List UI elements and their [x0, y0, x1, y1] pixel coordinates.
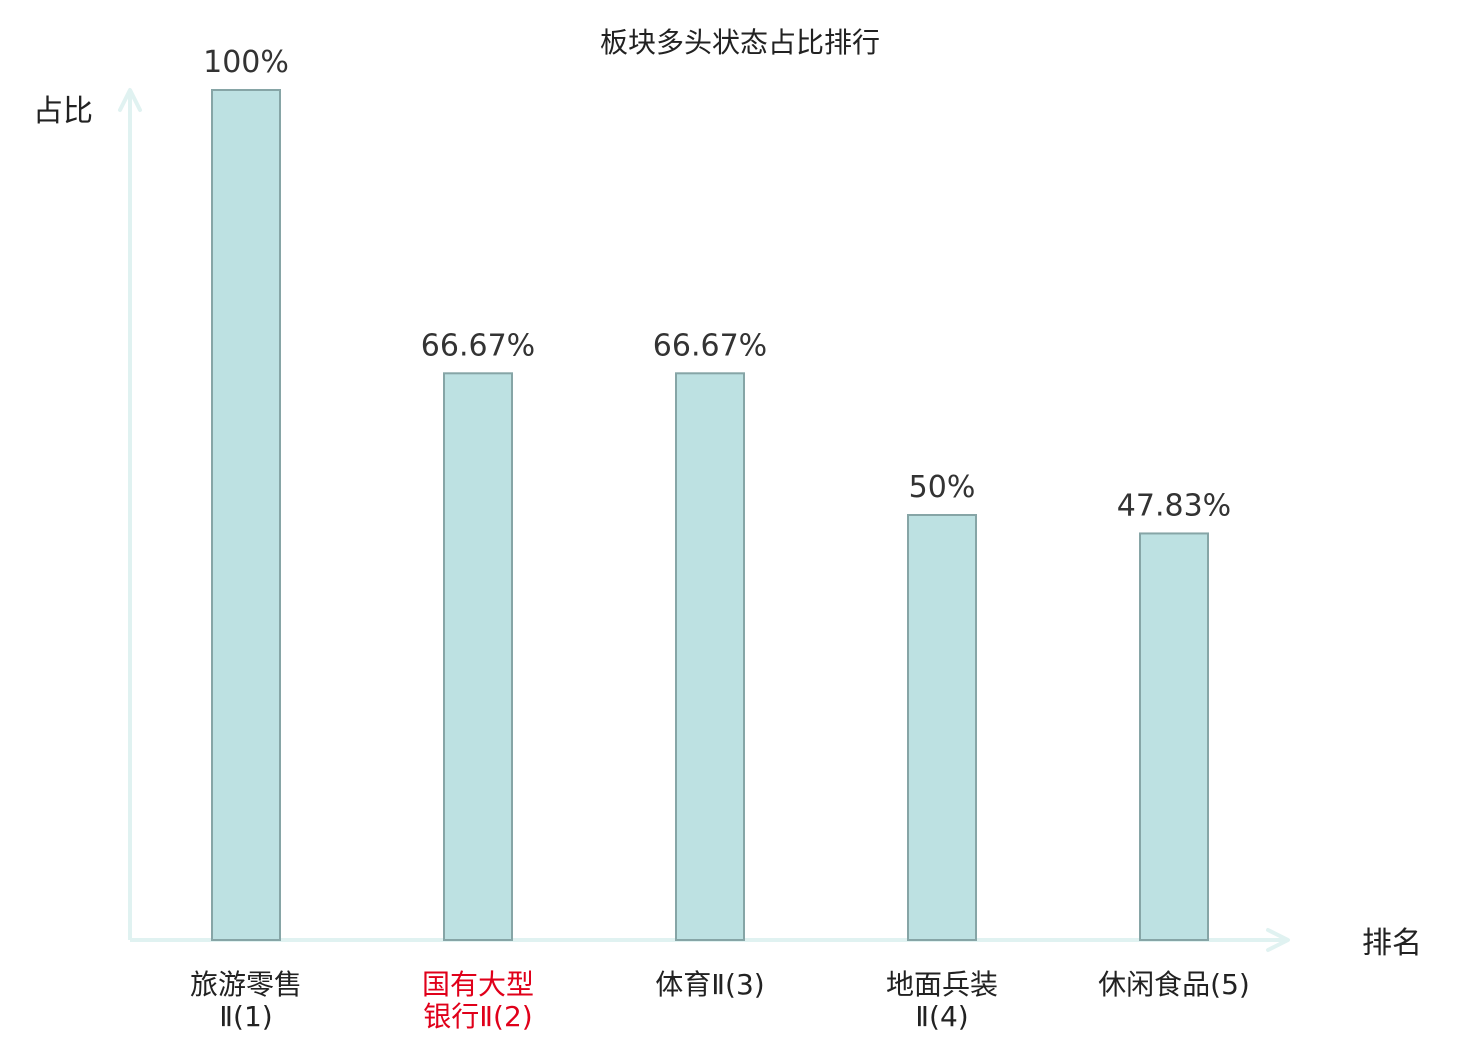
category-label-1: 旅游零售 Ⅱ(1) — [190, 968, 302, 1033]
value-label-1: 100% — [203, 45, 289, 80]
category-label-5-line-1: 休闲食品(5) — [1098, 968, 1250, 1001]
bars-group — [211, 89, 1209, 941]
bar-5 — [1139, 532, 1209, 941]
category-label-4-line-2: Ⅱ(4) — [915, 1000, 968, 1033]
bar-2 — [443, 372, 513, 941]
x-axis-label: 排名 — [1362, 926, 1422, 961]
category-label-4-line-1: 地面兵装 — [886, 968, 998, 1001]
category-label-2-line-1: 国有大型 — [422, 968, 534, 1001]
y-axis — [118, 88, 142, 940]
y-axis-label: 占比 — [33, 94, 93, 129]
category-label-2: 国有大型银行Ⅱ(2) — [422, 968, 534, 1033]
category-labels-group: 旅游零售 Ⅱ(1) 国有大型银行Ⅱ(2) 体育Ⅱ(3) 地面兵装 Ⅱ(4) 休闲食品(5) — [190, 968, 1250, 1033]
bar-4 — [907, 514, 977, 941]
category-label-1-line-2: Ⅱ(1) — [219, 1000, 272, 1033]
category-label-2-line-2: 银行Ⅱ(2) — [423, 1000, 532, 1033]
category-label-4: 地面兵装 Ⅱ(4) — [886, 968, 998, 1033]
category-label-5: 休闲食品(5) — [1098, 968, 1250, 1001]
category-label-3: 体育Ⅱ(3) — [655, 968, 764, 1001]
y-axis-arrowhead — [118, 88, 142, 112]
value-label-4: 50% — [909, 470, 976, 505]
bar-3 — [675, 372, 745, 941]
category-label-1-line-1: 旅游零售 — [190, 968, 302, 1001]
chart-title: 板块多头状态占比排行 — [600, 26, 880, 59]
value-label-5: 47.83% — [1117, 488, 1231, 523]
category-label-3-line-1: 体育Ⅱ(3) — [655, 968, 764, 1001]
bar-1 — [211, 89, 281, 941]
value-label-2: 66.67% — [421, 328, 535, 363]
value-labels-group: 100% 66.67% 66.67% 50% 47.83% — [203, 45, 1231, 523]
x-axis-arrowhead — [1266, 928, 1290, 952]
value-label-3: 66.67% — [653, 328, 767, 363]
